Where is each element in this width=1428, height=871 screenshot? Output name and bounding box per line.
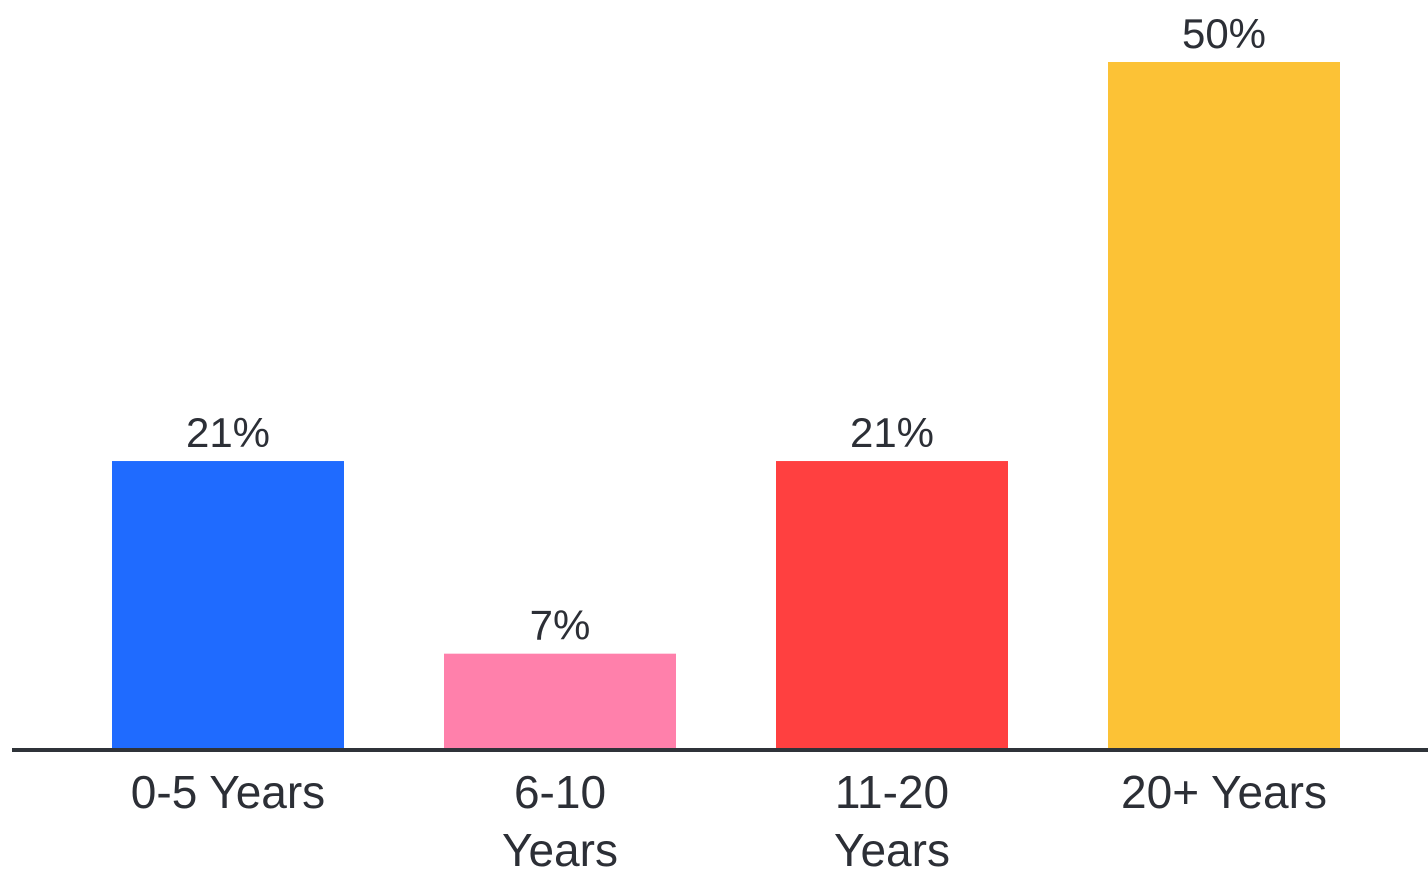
category-label-2-line-0: 11-20 <box>835 766 949 818</box>
category-label-1-line-0: 6-10 <box>514 766 606 818</box>
value-label-3: 50% <box>1182 10 1266 57</box>
bar-1 <box>444 653 676 750</box>
category-label-3-line-0: 20+ Years <box>1121 766 1327 818</box>
category-label-0-line-0: 0-5 Years <box>131 766 325 818</box>
category-label-1: 6-10 Years <box>502 766 618 871</box>
value-label-2: 21% <box>850 409 934 456</box>
category-label-2: 11-20 Years <box>834 766 950 871</box>
category-labels-group: 0-5 Years 6-10 Years 11-20 Years 20+ Years <box>131 766 1327 871</box>
bars-group <box>112 62 1340 750</box>
bar-2 <box>776 461 1008 750</box>
value-label-1: 7% <box>530 602 591 649</box>
category-label-3: 20+ Years <box>1121 766 1327 818</box>
value-label-0: 21% <box>186 409 270 456</box>
category-label-2-line-1: Years <box>834 824 950 871</box>
category-label-1-line-1: Years <box>502 824 618 871</box>
value-labels-group: 21% 7% 21% 50% <box>186 10 1266 649</box>
bar-3 <box>1108 62 1340 750</box>
category-label-0: 0-5 Years <box>131 766 325 818</box>
bar-0 <box>112 461 344 750</box>
